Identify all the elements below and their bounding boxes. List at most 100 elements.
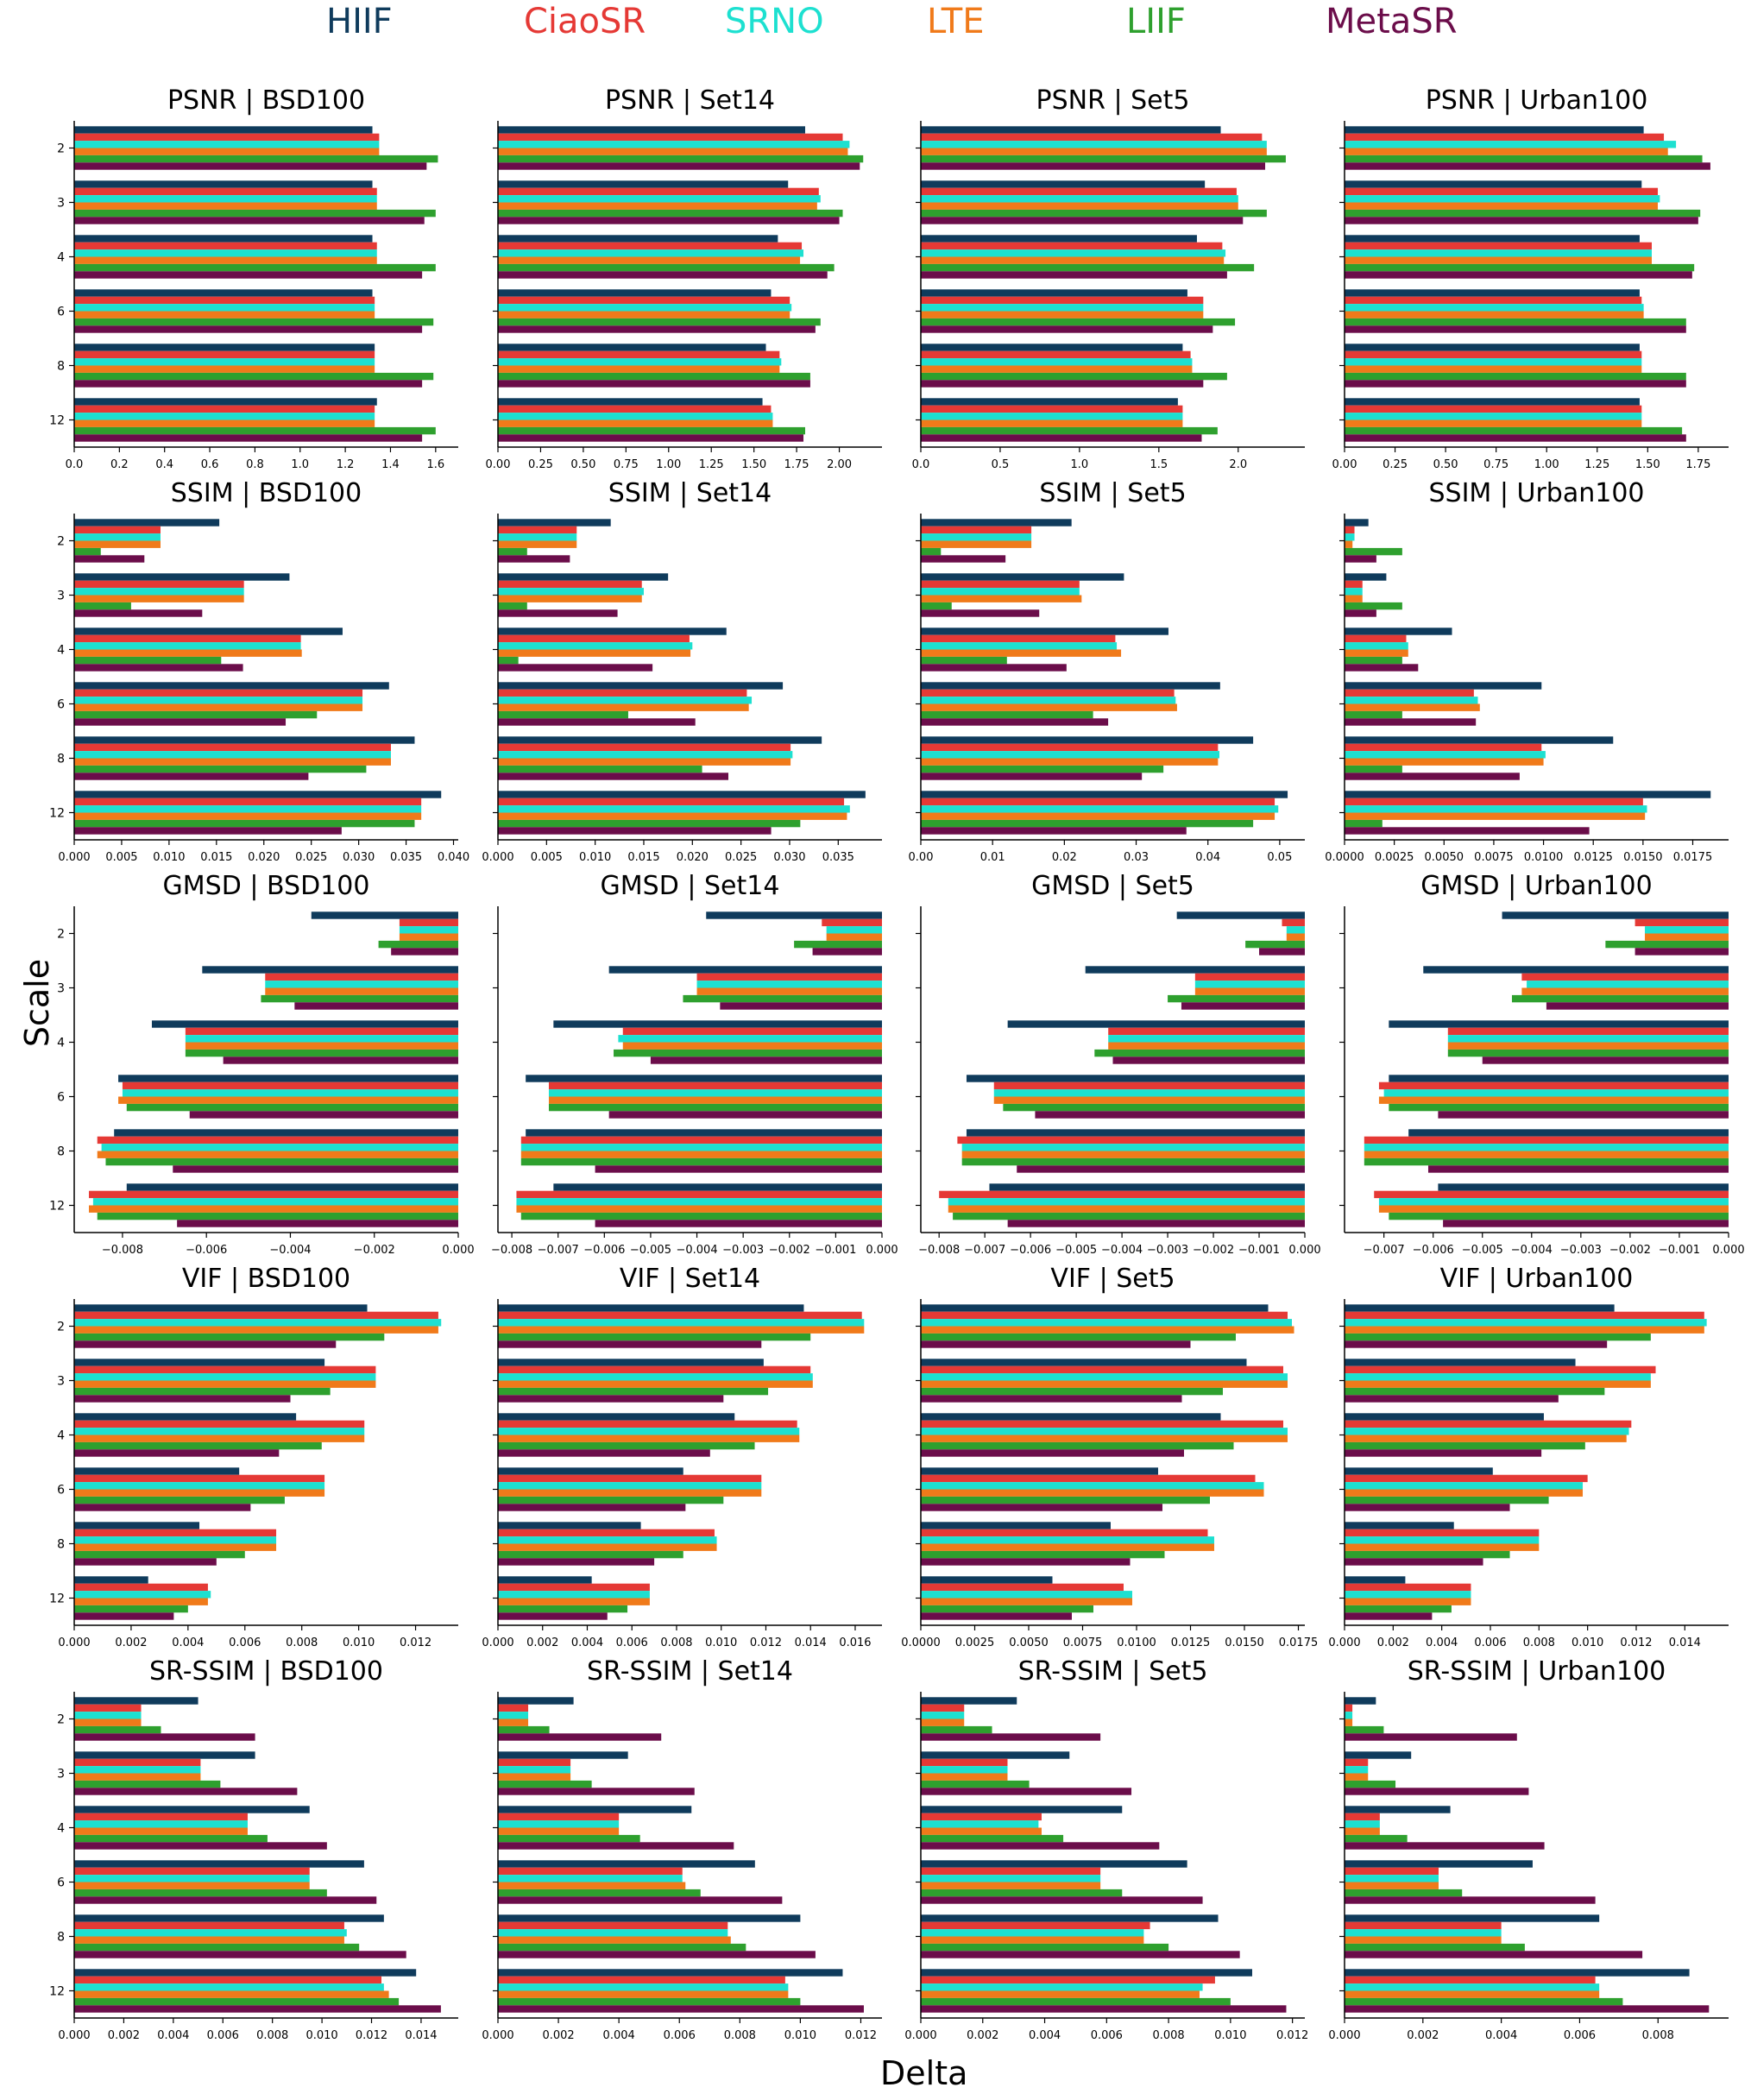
x-tick-label: 0.50 [1433,458,1458,471]
x-tick-label: 1.75 [784,458,809,471]
y-tick-label: 3 [57,590,65,603]
bar-srno [921,642,1118,650]
bar-ciaosr [921,133,1263,142]
bar-metasr [1427,1165,1729,1173]
bar-lte [118,1096,459,1104]
bar-srno [74,358,375,366]
x-tick-label: 1.25 [699,458,724,471]
x-tick-label: 0.004 [1426,1636,1458,1649]
y-tick-label: 3 [57,1768,65,1782]
bar-ciaosr [1364,1136,1729,1145]
bar-hiif [1345,289,1640,297]
bar-srno [92,1198,458,1206]
bar-liif [921,1780,1030,1788]
bar-ciaosr [921,1867,1101,1876]
bar-srno [1345,304,1644,312]
bar-hiif [118,1075,459,1082]
bar-srno [74,1373,376,1381]
bar-ciaosr [1345,634,1407,643]
bar-ciaosr [1345,1474,1588,1483]
subplot-psnr-set14: PSNR | Set14 0.00 0.25 0.50 0.75 1.00 1.25 1.50… [486,85,882,471]
x-tick-label: 0.01 [980,851,1005,864]
x-tick-label: −0.004 [676,1244,717,1257]
x-tick-label: −0.005 [1462,1244,1503,1257]
y-tick-label: 8 [57,1538,65,1552]
bar-lte [921,311,1204,318]
bar-liif [498,1387,769,1396]
bar-liif [74,765,367,773]
x-tick-label: 0.025 [295,851,327,864]
bar-srno [921,1983,1203,1991]
bar-srno [1345,1875,1439,1882]
bar-srno [921,1875,1101,1882]
subplot-psnr-set5: PSNR | Set5 0.0 0.5 1.0 1.5 2.0 [912,85,1305,471]
bar-metasr [921,1842,1160,1850]
subplot-title: SR-SSIM | Set14 [587,1656,793,1687]
bar-hiif [1345,1576,1406,1584]
x-tick-label: 0.00 [1332,458,1357,471]
bar-hiif [1423,966,1729,974]
bar-srno [921,1319,1292,1327]
bar-hiif [1345,1914,1600,1922]
bar-srno [1345,1929,1502,1937]
bar-srno [74,249,377,257]
bar-ciaosr [1345,133,1665,142]
bar-liif [1345,1441,1585,1450]
legend-item-hiif: HIIF [326,2,393,41]
x-tick-label: 0.75 [614,458,639,471]
bar-liif [921,1387,1223,1396]
bar-ciaosr [921,1311,1288,1320]
bar-lte [1345,1380,1651,1388]
bar-lte [1345,1543,1540,1551]
bar-ciaosr [74,526,161,534]
bar-ciaosr [548,1082,882,1090]
bar-lte [74,1380,376,1388]
x-tick-label: −0.006 [186,1244,227,1257]
bar-hiif [1345,519,1369,527]
bar-metasr [74,664,243,672]
bar-lte [74,202,377,210]
bar-metasr [223,1056,458,1064]
bar-ciaosr [696,973,882,981]
bar-lte [921,758,1219,766]
bar-ciaosr [89,1190,459,1199]
x-tick-label: 0.010 [153,851,185,864]
bar-srno [1345,1536,1540,1544]
bar-hiif [498,1413,735,1421]
bar-srno [921,1929,1144,1937]
bar-liif [498,1550,683,1559]
y-tick-label: 2 [57,1321,65,1334]
bar-hiif [498,126,805,134]
bar-hiif [921,126,1221,134]
bar-ciaosr [1345,1583,1471,1592]
bar-srno [921,1766,1008,1774]
bar-hiif [74,519,220,527]
bar-ciaosr [921,1704,965,1712]
bar-lte [1345,540,1353,548]
bar-lte [1345,649,1408,657]
x-tick-label: 0.0150 [1623,851,1663,864]
subplot-ssim-urban100: SSIM | Urban100 0.0000 0.0025 0.0050 0.0075 0… [1325,478,1729,864]
bar-liif [1345,656,1402,665]
bar-srno [498,751,793,759]
x-tick-label: 1.50 [741,458,766,471]
bar-metasr [1345,1504,1510,1511]
x-tick-label: 0.2 [110,458,129,471]
bar-metasr [498,664,653,672]
bar-hiif [1389,1075,1729,1082]
bar-lte [1108,1042,1305,1050]
bar-ciaosr [122,1082,458,1090]
x-tick-label: 0.000 [482,1636,513,1649]
bar-ciaosr [74,689,363,697]
bar-ciaosr [1345,350,1642,359]
bar-liif [74,209,436,218]
bar-liif [1345,155,1703,163]
bar-ciaosr [1345,798,1643,806]
bar-metasr [74,1951,406,1958]
bar-metasr [74,1395,291,1403]
bar-hiif [921,1359,1247,1366]
x-tick-label: 0.012 [750,1636,782,1649]
subplot-sr-ssim-set14: SR-SSIM | Set14 0.000 0.002 0.004 0.006 0.008… [482,1656,882,2042]
bar-lte [921,1598,1132,1605]
x-tick-label: 0.75 [1483,458,1509,471]
